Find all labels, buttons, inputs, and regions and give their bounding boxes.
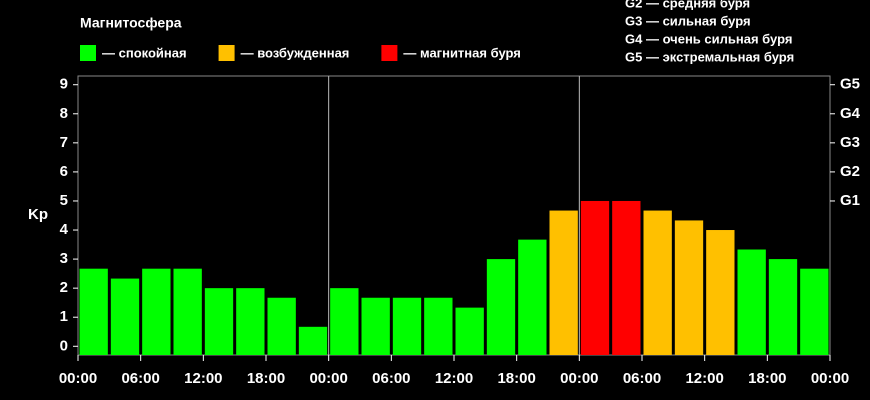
x-tick-label: 06:00 <box>121 370 159 387</box>
storm-scale-label: G5 — экстремальная буря <box>625 49 794 64</box>
x-tick-label: 00:00 <box>309 370 347 387</box>
bar <box>173 268 202 355</box>
storm-scale-label: G4 — очень сильная буря <box>625 31 792 46</box>
x-tick-label: 18:00 <box>247 370 285 387</box>
storm-scale-label: G2 — средняя буря <box>625 0 750 10</box>
bar <box>142 268 171 355</box>
x-tick-label: 00:00 <box>560 370 598 387</box>
bar <box>79 268 108 355</box>
bar <box>737 249 766 355</box>
y-axis-label: Kp <box>28 206 48 223</box>
y-tick-label: 5 <box>60 192 68 209</box>
x-tick-label: 12:00 <box>184 370 222 387</box>
y-tick-label: 2 <box>60 279 68 296</box>
x-tick-label: 18:00 <box>748 370 786 387</box>
bar <box>455 307 484 355</box>
y-tick-label: 8 <box>60 105 68 122</box>
bar <box>424 297 453 355</box>
bar <box>518 239 547 355</box>
bar <box>486 259 516 355</box>
bar <box>110 278 140 355</box>
y-tick-label: 3 <box>60 250 68 267</box>
x-tick-label: 18:00 <box>497 370 535 387</box>
legend-swatch <box>381 45 398 61</box>
y2-tick-label: G2 <box>840 163 860 180</box>
bar <box>236 288 265 355</box>
y-tick-label: 7 <box>60 134 68 151</box>
bar <box>361 297 390 355</box>
y-tick-label: 0 <box>60 337 68 354</box>
legend-swatch <box>218 45 235 61</box>
bar <box>330 288 359 355</box>
x-tick-label: 12:00 <box>435 370 473 387</box>
bar <box>643 210 672 355</box>
y-tick-label: 1 <box>60 308 68 325</box>
x-tick-label: 00:00 <box>811 370 849 387</box>
bar <box>267 297 296 355</box>
bar <box>549 210 578 355</box>
legend-label: — возбужденная <box>241 45 350 60</box>
bar <box>674 220 704 355</box>
y2-tick-label: G5 <box>840 76 860 93</box>
y2-tick-label: G1 <box>840 192 860 209</box>
x-tick-label: 06:00 <box>372 370 410 387</box>
bar <box>204 288 234 355</box>
bar <box>800 268 829 355</box>
legend-label: — спокойная <box>102 45 187 60</box>
x-tick-label: 06:00 <box>623 370 661 387</box>
y-tick-label: 9 <box>60 76 68 93</box>
y2-tick-label: G4 <box>840 105 861 122</box>
bar <box>580 200 610 355</box>
bar <box>706 230 735 355</box>
bar <box>768 259 798 355</box>
y2-tick-label: G3 <box>840 134 860 151</box>
bar <box>612 200 641 355</box>
bar <box>298 326 328 355</box>
x-tick-label: 12:00 <box>685 370 723 387</box>
storm-scale-label: G3 — сильная буря <box>625 13 751 28</box>
y-tick-label: 4 <box>60 221 69 238</box>
bar <box>392 297 422 355</box>
legend-title: Магнитосфера <box>80 15 182 31</box>
legend-swatch <box>80 45 96 61</box>
legend-label: — магнитная буря <box>403 45 520 60</box>
y-tick-label: 6 <box>60 163 68 180</box>
x-tick-label: 00:00 <box>59 370 97 387</box>
